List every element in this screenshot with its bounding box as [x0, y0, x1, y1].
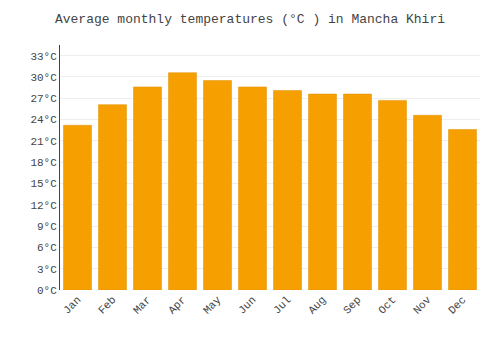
svg-text:Apr: Apr — [166, 294, 188, 316]
svg-text:Jun: Jun — [236, 294, 258, 316]
svg-text:33°C: 33°C — [30, 51, 57, 63]
svg-text:Mar: Mar — [131, 294, 153, 316]
svg-text:3°C: 3°C — [37, 264, 57, 276]
svg-text:Feb: Feb — [96, 294, 118, 316]
svg-text:6°C: 6°C — [37, 242, 57, 254]
svg-text:Oct: Oct — [376, 294, 398, 316]
svg-text:12°C: 12°C — [30, 200, 57, 212]
svg-text:0°C: 0°C — [37, 285, 57, 297]
svg-text:May: May — [201, 294, 224, 317]
svg-text:Aug: Aug — [306, 294, 328, 316]
svg-text:Average monthly temperatures (: Average monthly temperatures (°C ) in Ma… — [55, 12, 445, 27]
svg-text:Jul: Jul — [271, 294, 293, 316]
svg-text:Nov: Nov — [411, 294, 434, 317]
svg-text:Dec: Dec — [446, 294, 468, 316]
svg-text:9°C: 9°C — [37, 221, 57, 233]
svg-text:30°C: 30°C — [30, 72, 57, 84]
svg-text:15°C: 15°C — [30, 178, 57, 190]
svg-text:18°C: 18°C — [30, 157, 57, 169]
svg-text:Sep: Sep — [341, 294, 363, 316]
svg-text:27°C: 27°C — [30, 93, 57, 105]
svg-text:24°C: 24°C — [30, 114, 57, 126]
svg-text:21°C: 21°C — [30, 136, 57, 148]
svg-text:Jan: Jan — [61, 294, 83, 316]
